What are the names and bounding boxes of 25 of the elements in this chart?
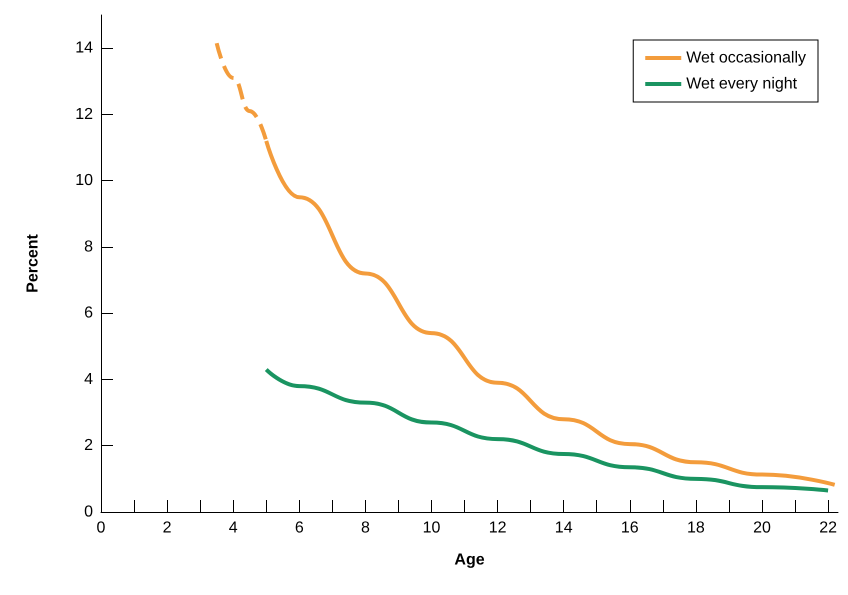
y-tick-label: 10 (75, 172, 94, 190)
legend-label: Wet occasionally (686, 50, 806, 66)
x-tick-label: 14 (554, 520, 573, 536)
y-axis-title: Percent (24, 233, 42, 293)
x-tick-label: 16 (620, 520, 639, 536)
x-tick-label: 12 (488, 520, 507, 536)
y-tick-label: 8 (84, 238, 94, 256)
y-tick-label: 6 (84, 304, 94, 322)
y-tick-label: 14 (75, 40, 94, 57)
x-tick-label: 22 (819, 520, 838, 536)
y-tick-label: 2 (84, 437, 94, 454)
x-tick-label: 2 (162, 520, 172, 536)
y-tick-label: 4 (84, 370, 94, 388)
x-tick-label: 6 (294, 520, 304, 536)
x-axis-title: Age (454, 552, 485, 568)
x-tick-label: 0 (96, 520, 106, 536)
y-tick-label: 12 (75, 106, 94, 123)
x-tick-label: 8 (360, 520, 370, 536)
x-tick-label: 18 (686, 520, 705, 536)
y-tick-label: 0 (84, 504, 94, 520)
x-tick-label: 4 (228, 520, 238, 536)
x-tick-label: 20 (753, 520, 771, 536)
x-tick-label: 10 (422, 520, 440, 536)
line-series (264, 368, 830, 492)
legend-label: Wet every night (686, 76, 798, 92)
